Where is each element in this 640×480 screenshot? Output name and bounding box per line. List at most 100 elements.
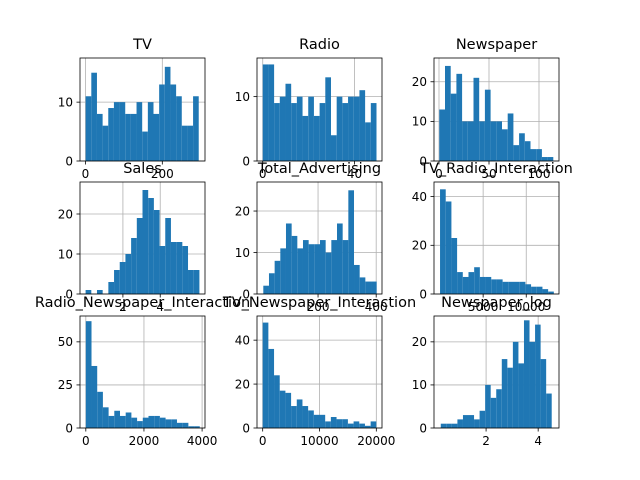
histogram-bar: [114, 410, 120, 428]
histogram-bar: [479, 276, 486, 294]
histogram-bar: [512, 341, 519, 428]
histogram-bar: [535, 324, 541, 428]
histogram-bar: [519, 133, 525, 161]
x-tick-label: 200: [151, 167, 174, 181]
y-tick-label: 0: [419, 421, 427, 435]
x-tick-label: 20000: [357, 434, 395, 448]
subplot-title: TV_Newspaper_Interaction: [222, 295, 416, 311]
y-tick-label: 20: [412, 239, 427, 253]
histogram-bar: [502, 281, 509, 294]
y-tick-label: 0: [242, 154, 250, 168]
histogram-bar: [319, 414, 326, 428]
histogram-bar: [313, 414, 320, 428]
histogram-bar: [507, 113, 514, 161]
histogram-bar: [96, 113, 103, 161]
histogram-bar: [474, 419, 480, 428]
histogram-bar: [491, 279, 497, 294]
x-tick-label: 5000: [468, 300, 499, 314]
x-tick-label: 0: [435, 167, 443, 181]
histogram-bar: [113, 102, 120, 161]
histogram-bar: [188, 426, 195, 428]
histogram-bar: [176, 96, 182, 161]
histogram-bar: [342, 419, 348, 428]
histogram-bar: [474, 267, 480, 294]
histogram-bar: [490, 121, 497, 161]
histogram-bar: [514, 281, 520, 294]
histogram-bar: [302, 240, 309, 294]
histogram-bar: [541, 157, 548, 161]
histogram-bar: [108, 108, 114, 161]
subplot-TV_Radio_Interaction: 5000 10000 0 20 40 TV_Radio_Interaction: [412, 161, 573, 314]
axes-frame: [433, 57, 560, 162]
histogram-bar: [529, 341, 536, 428]
x-tick-label: 40: [347, 167, 362, 181]
histogram-bar: [518, 363, 524, 428]
subplot-title: Radio: [299, 37, 340, 53]
axes-frame: [79, 181, 206, 295]
histogram-bar: [274, 375, 280, 428]
histogram-bar: [496, 389, 502, 428]
histogram-bar: [354, 264, 360, 294]
histogram-bar: [153, 113, 160, 161]
histogram-bar: [308, 410, 314, 428]
histogram-bar: [523, 320, 530, 428]
histogram-bar: [285, 223, 292, 294]
histogram-bar: [193, 270, 200, 294]
axes-frame: [433, 181, 560, 295]
histogram-bar: [125, 412, 132, 428]
histogram-bar: [331, 240, 337, 294]
histogram-bar: [485, 276, 492, 294]
histogram-bar: [508, 281, 514, 294]
histogram-bar: [137, 421, 143, 428]
histogram-bar: [467, 121, 474, 161]
subplot-title: TV: [132, 37, 152, 53]
histogram-bar: [462, 276, 469, 294]
histogram-bar: [547, 157, 554, 161]
subplot-TV: 0 200 0 10 TV: [58, 37, 206, 181]
histogram-bar: [513, 145, 520, 161]
histogram-bar: [131, 238, 137, 294]
histogram-bar: [468, 272, 475, 294]
histogram-bar: [348, 190, 355, 294]
histogram-bar: [285, 392, 292, 428]
y-tick-label: 10: [58, 95, 73, 109]
histogram-bar: [262, 64, 269, 161]
histogram-bar: [525, 284, 532, 294]
y-tick-label: 0: [242, 421, 250, 435]
histogram-bar: [530, 149, 537, 161]
y-tick-label: 10: [412, 115, 427, 129]
x-tick-label: 4000: [187, 434, 218, 448]
histogram-bar: [268, 64, 275, 161]
histogram-bar: [170, 242, 177, 294]
y-tick-label: 0: [242, 287, 250, 301]
histogram-bar: [125, 113, 131, 161]
histogram-bar: [473, 77, 480, 161]
histogram-bar: [182, 422, 189, 428]
histogram-bar: [119, 262, 126, 294]
histogram-bar: [130, 113, 137, 161]
y-tick-label: 0: [65, 287, 73, 301]
histogram-bar: [279, 96, 286, 161]
histogram-bar: [370, 421, 377, 428]
histogram-bar: [154, 415, 160, 428]
histogram-bar: [193, 96, 199, 161]
histogram-bar: [148, 415, 155, 428]
histogram-bar: [457, 419, 463, 428]
x-tick-label: 100: [528, 167, 551, 181]
histogram-bar: [484, 89, 491, 161]
subplot-title: Total_Advertising: [257, 161, 381, 177]
histogram-bar: [325, 252, 332, 294]
histogram-bar: [365, 281, 372, 294]
histogram-bar: [507, 367, 513, 428]
histogram-bar: [348, 96, 354, 161]
y-tick-label: 10: [235, 246, 250, 260]
histogram-bar: [308, 244, 315, 294]
histogram-bar: [337, 223, 343, 294]
histogram-bar: [147, 102, 154, 161]
x-tick-label: 2000: [129, 434, 160, 448]
histogram-bar: [108, 415, 115, 428]
histogram-bar: [291, 406, 297, 428]
histogram-bar: [457, 272, 463, 294]
histogram-bar: [170, 84, 177, 161]
